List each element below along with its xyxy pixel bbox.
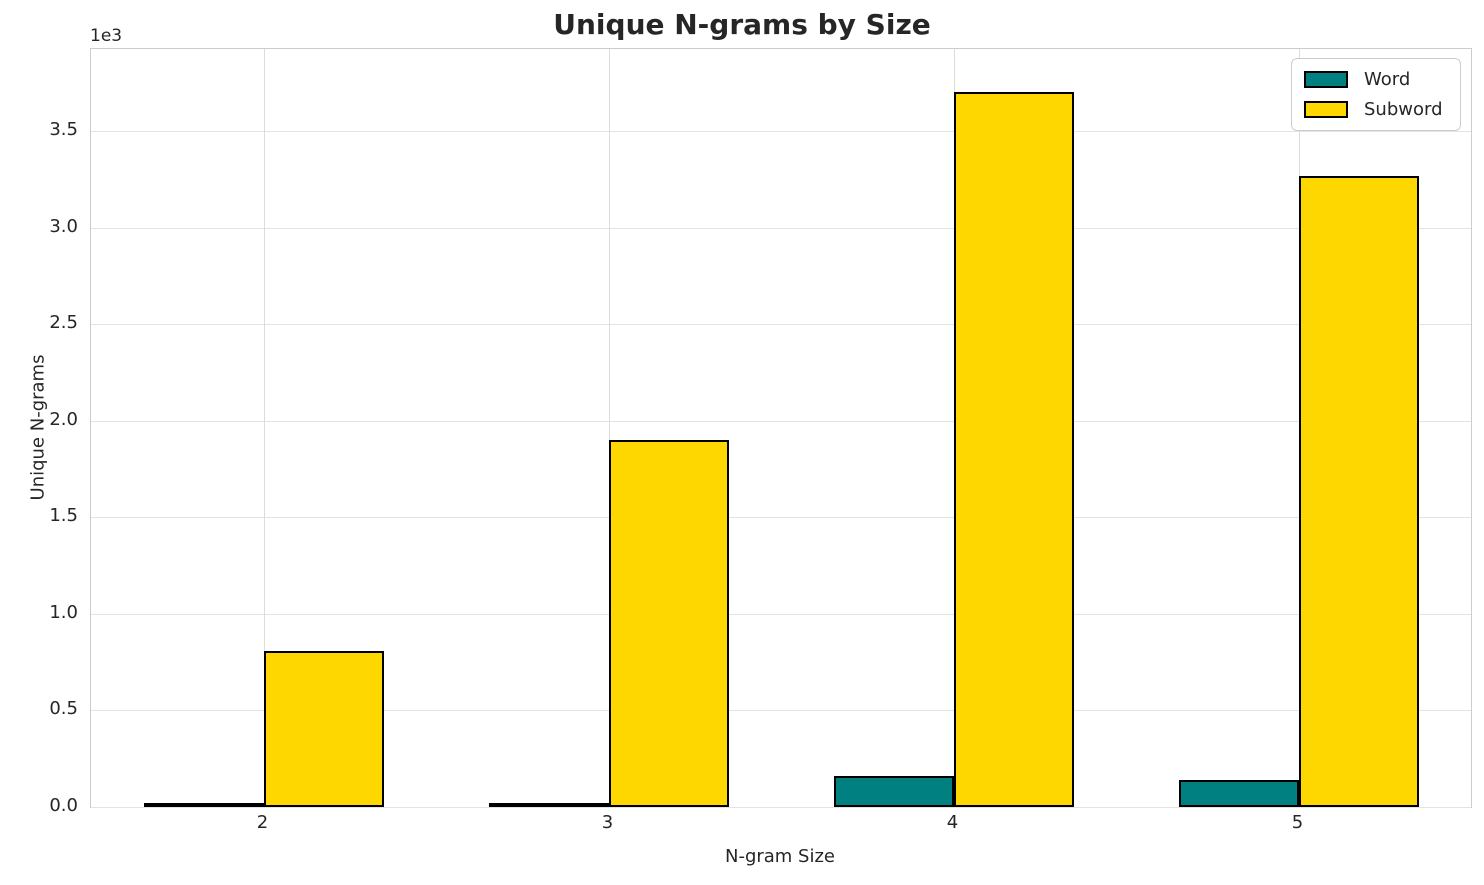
x-tick-label: 2 <box>256 812 269 833</box>
y-tick-label: 1.5 <box>49 505 78 527</box>
y-tick-label: 0.5 <box>49 698 78 720</box>
y-tick-label: 3.5 <box>49 119 78 141</box>
legend: Word Subword <box>1291 58 1461 131</box>
chart-title: Unique N-grams by Size <box>553 8 931 41</box>
gridline-horizontal <box>91 324 1471 326</box>
gridline-horizontal <box>91 227 1471 229</box>
legend-label: Word <box>1364 69 1411 90</box>
gridline-vertical <box>608 49 610 807</box>
bar-subword-ngram-2 <box>263 650 384 807</box>
bar-word-ngram-5 <box>1178 779 1299 807</box>
legend-swatch-word <box>1304 71 1348 88</box>
gridline-horizontal <box>91 131 1471 133</box>
x-tick-label: 3 <box>601 812 614 833</box>
gridline-horizontal <box>91 710 1471 712</box>
gridline-vertical <box>263 49 265 807</box>
gridline-horizontal <box>91 613 1471 615</box>
legend-item-word: Word <box>1304 69 1448 90</box>
bar-subword-ngram-3 <box>608 440 729 807</box>
legend-swatch-subword <box>1304 101 1348 118</box>
y-tick-label: 0.0 <box>49 795 78 816</box>
y-axis-label: Unique N-grams <box>27 354 49 501</box>
bar-subword-ngram-5 <box>1298 175 1419 807</box>
gridline-horizontal <box>91 420 1471 422</box>
legend-item-subword: Subword <box>1304 99 1448 120</box>
gridline-horizontal <box>91 517 1471 519</box>
bar-word-ngram-3 <box>488 803 609 807</box>
legend-label: Subword <box>1364 99 1443 120</box>
y-axis-offset-label: 1e3 <box>90 26 123 46</box>
y-tick-label: 2.0 <box>49 408 78 430</box>
bar-word-ngram-4 <box>833 776 954 807</box>
gridline-horizontal <box>91 807 1471 808</box>
x-tick-label: 5 <box>1291 812 1304 833</box>
bar-word-ngram-2 <box>143 803 264 807</box>
x-tick-label: 4 <box>946 812 959 833</box>
bar-subword-ngram-4 <box>953 92 1074 807</box>
y-tick-label: 2.5 <box>49 312 78 334</box>
y-tick-label: 1.0 <box>49 601 78 623</box>
x-axis-label: N-gram Size <box>724 846 836 867</box>
plot-area <box>90 48 1472 808</box>
y-tick-label: 3.0 <box>49 215 78 237</box>
